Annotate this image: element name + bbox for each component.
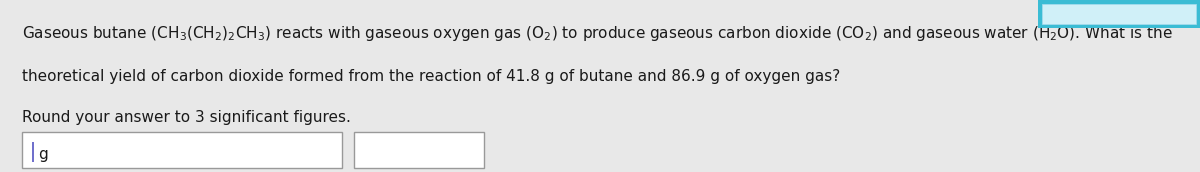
- Bar: [32, 142, 34, 162]
- Bar: [22, 132, 342, 168]
- Text: Gaseous butane $\left(\mathrm{CH_3(CH_2)_2CH_3}\right)$ reacts with gaseous oxyg: Gaseous butane $\left(\mathrm{CH_3(CH_2)…: [22, 24, 1172, 43]
- Text: Round your answer to 3 significant figures.: Round your answer to 3 significant figur…: [22, 110, 350, 125]
- Bar: [354, 132, 484, 168]
- Text: g: g: [38, 147, 48, 162]
- Text: theoretical yield of carbon dioxide formed from the reaction of 41.8 g of butane: theoretical yield of carbon dioxide form…: [22, 69, 840, 84]
- Bar: [1042, 4, 1196, 24]
- Bar: [1038, 0, 1200, 28]
